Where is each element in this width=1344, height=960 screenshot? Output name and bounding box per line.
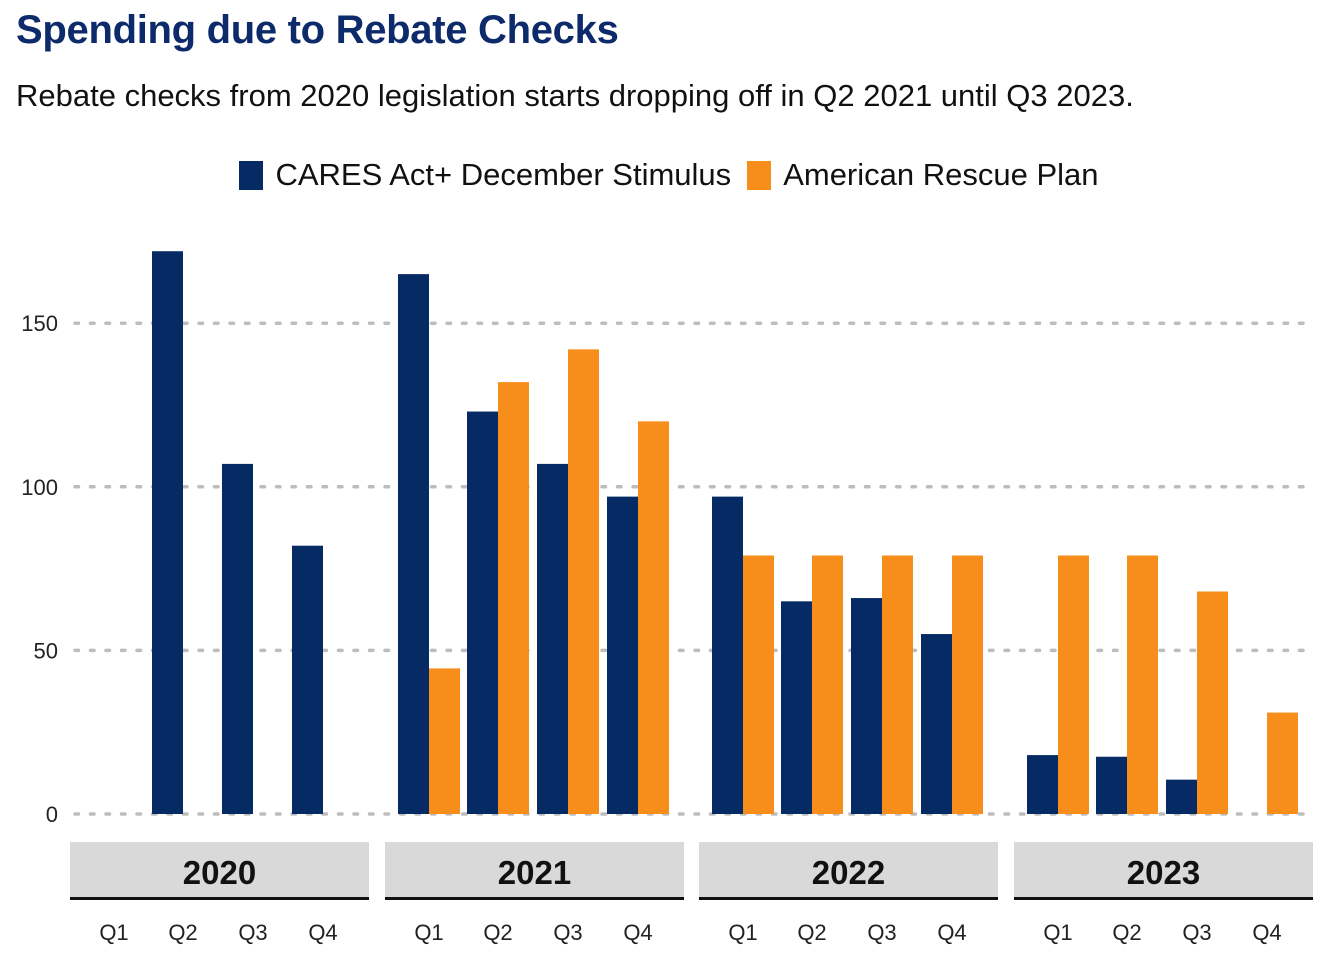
- bar-cares: [921, 634, 952, 814]
- bar-cares: [398, 274, 429, 814]
- facet-strip: [385, 842, 684, 898]
- x-tick-label: Q3: [867, 920, 896, 945]
- bar-cares: [152, 251, 183, 814]
- bar-arp: [1058, 555, 1089, 814]
- bar-cares: [851, 598, 882, 814]
- y-tick-label: 100: [21, 475, 58, 500]
- y-tick-label: 50: [34, 638, 58, 663]
- bar-arp: [952, 555, 983, 814]
- bar-cares: [1166, 779, 1197, 814]
- bar-cares: [781, 601, 812, 814]
- facet-strip: [70, 842, 369, 898]
- x-tick-label: Q2: [168, 920, 197, 945]
- y-tick-label: 150: [21, 311, 58, 336]
- facet-label: 2020: [183, 854, 256, 891]
- chart-subtitle: Rebate checks from 2020 legislation star…: [16, 78, 1134, 113]
- bar-arp: [638, 421, 669, 814]
- chart-title: Spending due to Rebate Checks: [16, 8, 619, 52]
- facet-strip: [699, 842, 998, 898]
- bar-arp: [429, 668, 460, 814]
- x-tick-label: Q1: [1043, 920, 1072, 945]
- x-tick-label: Q4: [1252, 920, 1281, 945]
- legend-swatch-arp: [747, 160, 772, 190]
- legend-label-arp: American Rescue Plan: [783, 157, 1099, 192]
- bar-cares: [1027, 755, 1058, 814]
- legend-item-cares: CARES Act+ December Stimulus: [239, 157, 737, 193]
- legend-item-arp: American Rescue Plan: [747, 157, 1104, 193]
- bar-arp: [743, 555, 774, 814]
- legend-label-cares: CARES Act+ December Stimulus: [275, 157, 732, 192]
- bar-cares: [607, 496, 638, 814]
- x-tick-label: Q4: [308, 920, 337, 945]
- x-tick-label: Q3: [238, 920, 267, 945]
- bar-cares: [292, 545, 323, 814]
- bar-cares: [537, 463, 568, 814]
- bar-arp: [1197, 591, 1228, 814]
- x-tick-label: Q4: [623, 920, 652, 945]
- bar-cares: [222, 463, 253, 814]
- facet-label: 2022: [812, 854, 885, 891]
- legend-swatch-cares: [239, 160, 264, 190]
- x-tick-label: Q3: [1182, 920, 1211, 945]
- bar-arp: [568, 349, 599, 814]
- facet-label: 2023: [1127, 854, 1200, 891]
- bar-arp: [1127, 555, 1158, 814]
- bar-arp: [498, 382, 529, 814]
- bar-arp: [882, 555, 913, 814]
- facet-strip: [1014, 842, 1313, 898]
- bar-arp: [1267, 712, 1298, 814]
- bar-cares: [467, 411, 498, 814]
- bar-cares: [712, 496, 743, 814]
- x-tick-label: Q3: [553, 920, 582, 945]
- legend: CARES Act+ December Stimulus American Re…: [0, 150, 1344, 200]
- x-tick-label: Q1: [99, 920, 128, 945]
- x-tick-label: Q1: [728, 920, 757, 945]
- x-tick-label: Q4: [937, 920, 966, 945]
- x-tick-label: Q2: [797, 920, 826, 945]
- x-tick-label: Q2: [1112, 920, 1141, 945]
- facet-label: 2021: [498, 854, 571, 891]
- x-tick-label: Q1: [414, 920, 443, 945]
- y-tick-label: 0: [46, 802, 58, 827]
- bar-cares: [1096, 756, 1127, 814]
- x-tick-label: Q2: [483, 920, 512, 945]
- bar-arp: [812, 555, 843, 814]
